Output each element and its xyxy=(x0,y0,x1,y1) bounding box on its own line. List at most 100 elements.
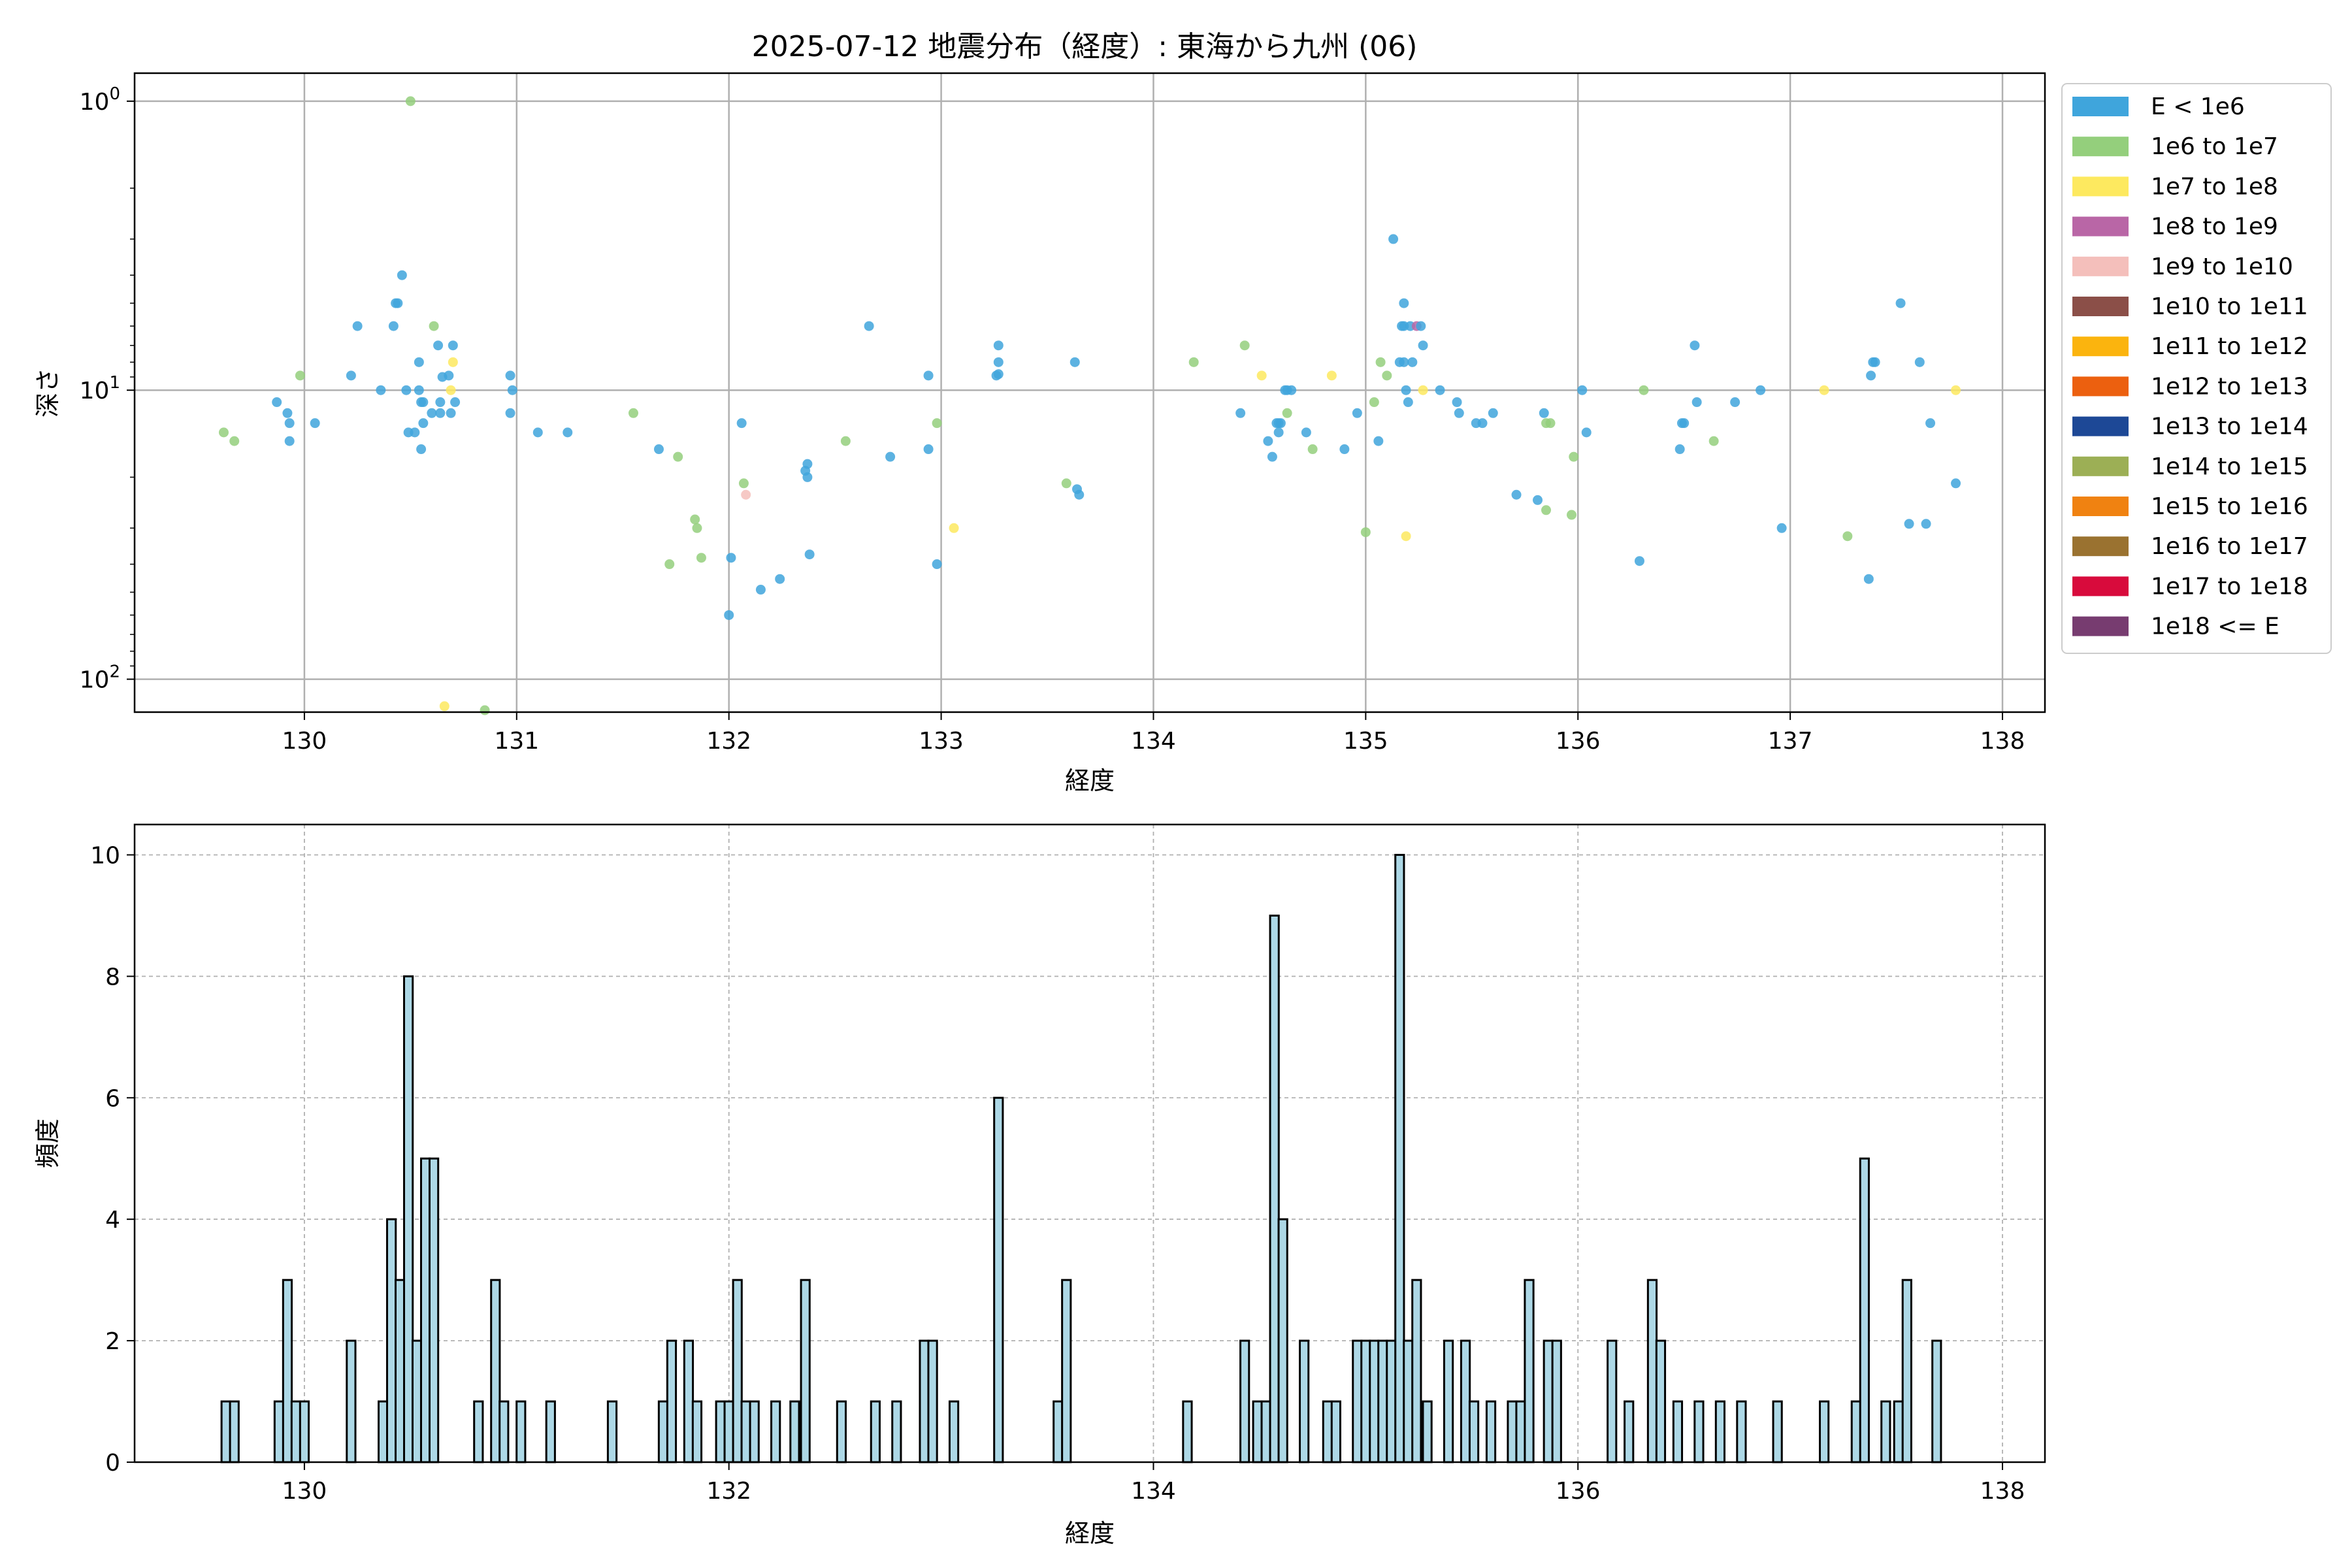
histogram-bar xyxy=(891,1400,902,1463)
histogram-bar xyxy=(723,1400,734,1463)
scatter-point xyxy=(352,321,363,331)
scatter-point xyxy=(446,385,456,395)
scatter-point xyxy=(397,270,407,280)
histogram-bar xyxy=(1646,1279,1658,1463)
scatter-point xyxy=(1925,418,1936,429)
legend-swatch xyxy=(2072,336,2129,357)
histogram-bar xyxy=(1736,1400,1747,1463)
legend: E < 1e6 1e6 to 1e7 1e7 to 1e8 1e8 to 1e9 1e9… xyxy=(2061,83,2332,654)
scatter-point xyxy=(1708,436,1719,446)
histogram-bar xyxy=(870,1400,881,1463)
scatter-point xyxy=(1691,397,1702,408)
histogram-bar xyxy=(1850,1400,1861,1463)
scatter-point xyxy=(628,408,638,418)
scatter-point xyxy=(673,451,683,462)
histogram-bar xyxy=(290,1400,302,1463)
histogram-bar xyxy=(1386,1339,1397,1463)
scatter-point xyxy=(1239,340,1250,351)
scatter-point xyxy=(1477,418,1488,429)
scatter-point xyxy=(346,370,356,381)
scatter-point xyxy=(1541,505,1552,515)
histogram-bar xyxy=(1672,1400,1684,1463)
legend-frame xyxy=(2061,83,2332,654)
histogram-bar xyxy=(229,1400,240,1463)
scatter-point xyxy=(993,369,1004,380)
scatter-point xyxy=(1399,357,1409,367)
histogram-bar xyxy=(419,1157,431,1463)
scatter-point xyxy=(1382,370,1392,381)
figure-title: 2025-07-12 地震分布（経度）: 東海から九州 (06) xyxy=(752,30,1418,63)
scatter-x-ticks: 130 131 132 133 134 135 136 137 138 xyxy=(282,712,2025,755)
scatter-panel: 130 131 132 133 134 135 136 137 138 100 101 102 経度… xyxy=(33,72,2046,795)
scatter-point xyxy=(1679,418,1690,429)
scatter-point xyxy=(218,427,229,438)
legend-swatch xyxy=(2072,456,2129,476)
histogram-bar xyxy=(1543,1339,1554,1463)
histogram-bar xyxy=(715,1400,726,1463)
histogram-bar xyxy=(1330,1400,1341,1463)
histogram-bar xyxy=(299,1400,310,1463)
scatter-x-tick-label: 133 xyxy=(919,728,964,755)
histogram-bar xyxy=(386,1218,397,1463)
scatter-point xyxy=(1074,489,1085,500)
scatter-x-tick-label: 132 xyxy=(706,728,751,755)
scatter-point xyxy=(1776,523,1787,533)
legend-swatch xyxy=(2072,416,2129,436)
scatter-point xyxy=(802,459,813,469)
histogram-bar xyxy=(749,1400,760,1463)
histogram-bar xyxy=(836,1400,847,1463)
histogram-bar xyxy=(473,1400,484,1463)
legend-label: 1e8 to 1e9 xyxy=(2151,214,2278,240)
scatter-point xyxy=(435,408,446,418)
histogram-bar xyxy=(1655,1339,1667,1463)
histogram-x-tick-label: 132 xyxy=(706,1478,751,1505)
histogram-bar xyxy=(1277,1218,1288,1463)
scatter-point xyxy=(1511,489,1522,500)
scatter-point xyxy=(1286,385,1297,395)
scatter-point xyxy=(1061,478,1071,489)
scatter-points xyxy=(218,96,1961,715)
histogram-bar xyxy=(1607,1339,1618,1463)
histogram-bar xyxy=(1460,1339,1471,1463)
histogram-bar xyxy=(800,1279,811,1463)
histogram-bar xyxy=(1299,1339,1310,1463)
histogram-y-tick-label: 6 xyxy=(105,1085,120,1112)
scatter-point xyxy=(1566,510,1576,520)
histogram-panel: 130 132 134 136 138 0 2 4 6 8 10 経度 頻度 xyxy=(33,823,2046,1548)
histogram-bar xyxy=(346,1339,357,1463)
scatter-point xyxy=(450,397,461,408)
scatter-point xyxy=(1267,451,1277,462)
histogram-bar xyxy=(606,1400,618,1463)
scatter-point xyxy=(726,553,736,563)
scatter-point xyxy=(393,298,403,308)
histogram-bar xyxy=(1551,1339,1562,1463)
scatter-point xyxy=(505,408,515,418)
histogram-y-tick-label: 0 xyxy=(105,1450,120,1477)
scatter-point xyxy=(692,523,702,533)
scatter-point xyxy=(1870,357,1880,367)
scatter-point xyxy=(1388,234,1399,244)
histogram-x-axis-label: 経度 xyxy=(1065,1519,1115,1548)
scatter-point xyxy=(1533,495,1543,505)
scatter-point xyxy=(690,514,700,525)
scatter-y-tick-label: 100 xyxy=(80,84,120,116)
scatter-point xyxy=(1488,408,1498,418)
scatter-point xyxy=(414,357,424,367)
scatter-point xyxy=(1375,357,1386,367)
scatter-point xyxy=(507,385,517,395)
histogram-y-ticks: 0 2 4 6 8 10 xyxy=(90,842,135,1477)
scatter-point xyxy=(1416,321,1426,331)
scatter-point xyxy=(802,472,813,482)
scatter-point xyxy=(284,436,295,446)
histogram-bar xyxy=(770,1400,781,1463)
scatter-y-axis-label: 深さ xyxy=(33,368,62,417)
scatter-x-axis-label: 経度 xyxy=(1065,766,1115,795)
histogram-bar xyxy=(515,1400,527,1463)
scatter-point xyxy=(1730,397,1740,408)
histogram-bar xyxy=(1369,1339,1380,1463)
legend-label: 1e15 to 1e16 xyxy=(2151,493,2308,520)
legend-label: 1e14 to 1e15 xyxy=(2151,453,2308,480)
scatter-point xyxy=(949,523,959,533)
scatter-point xyxy=(435,397,446,408)
histogram-x-tick-label: 138 xyxy=(1980,1478,2025,1505)
